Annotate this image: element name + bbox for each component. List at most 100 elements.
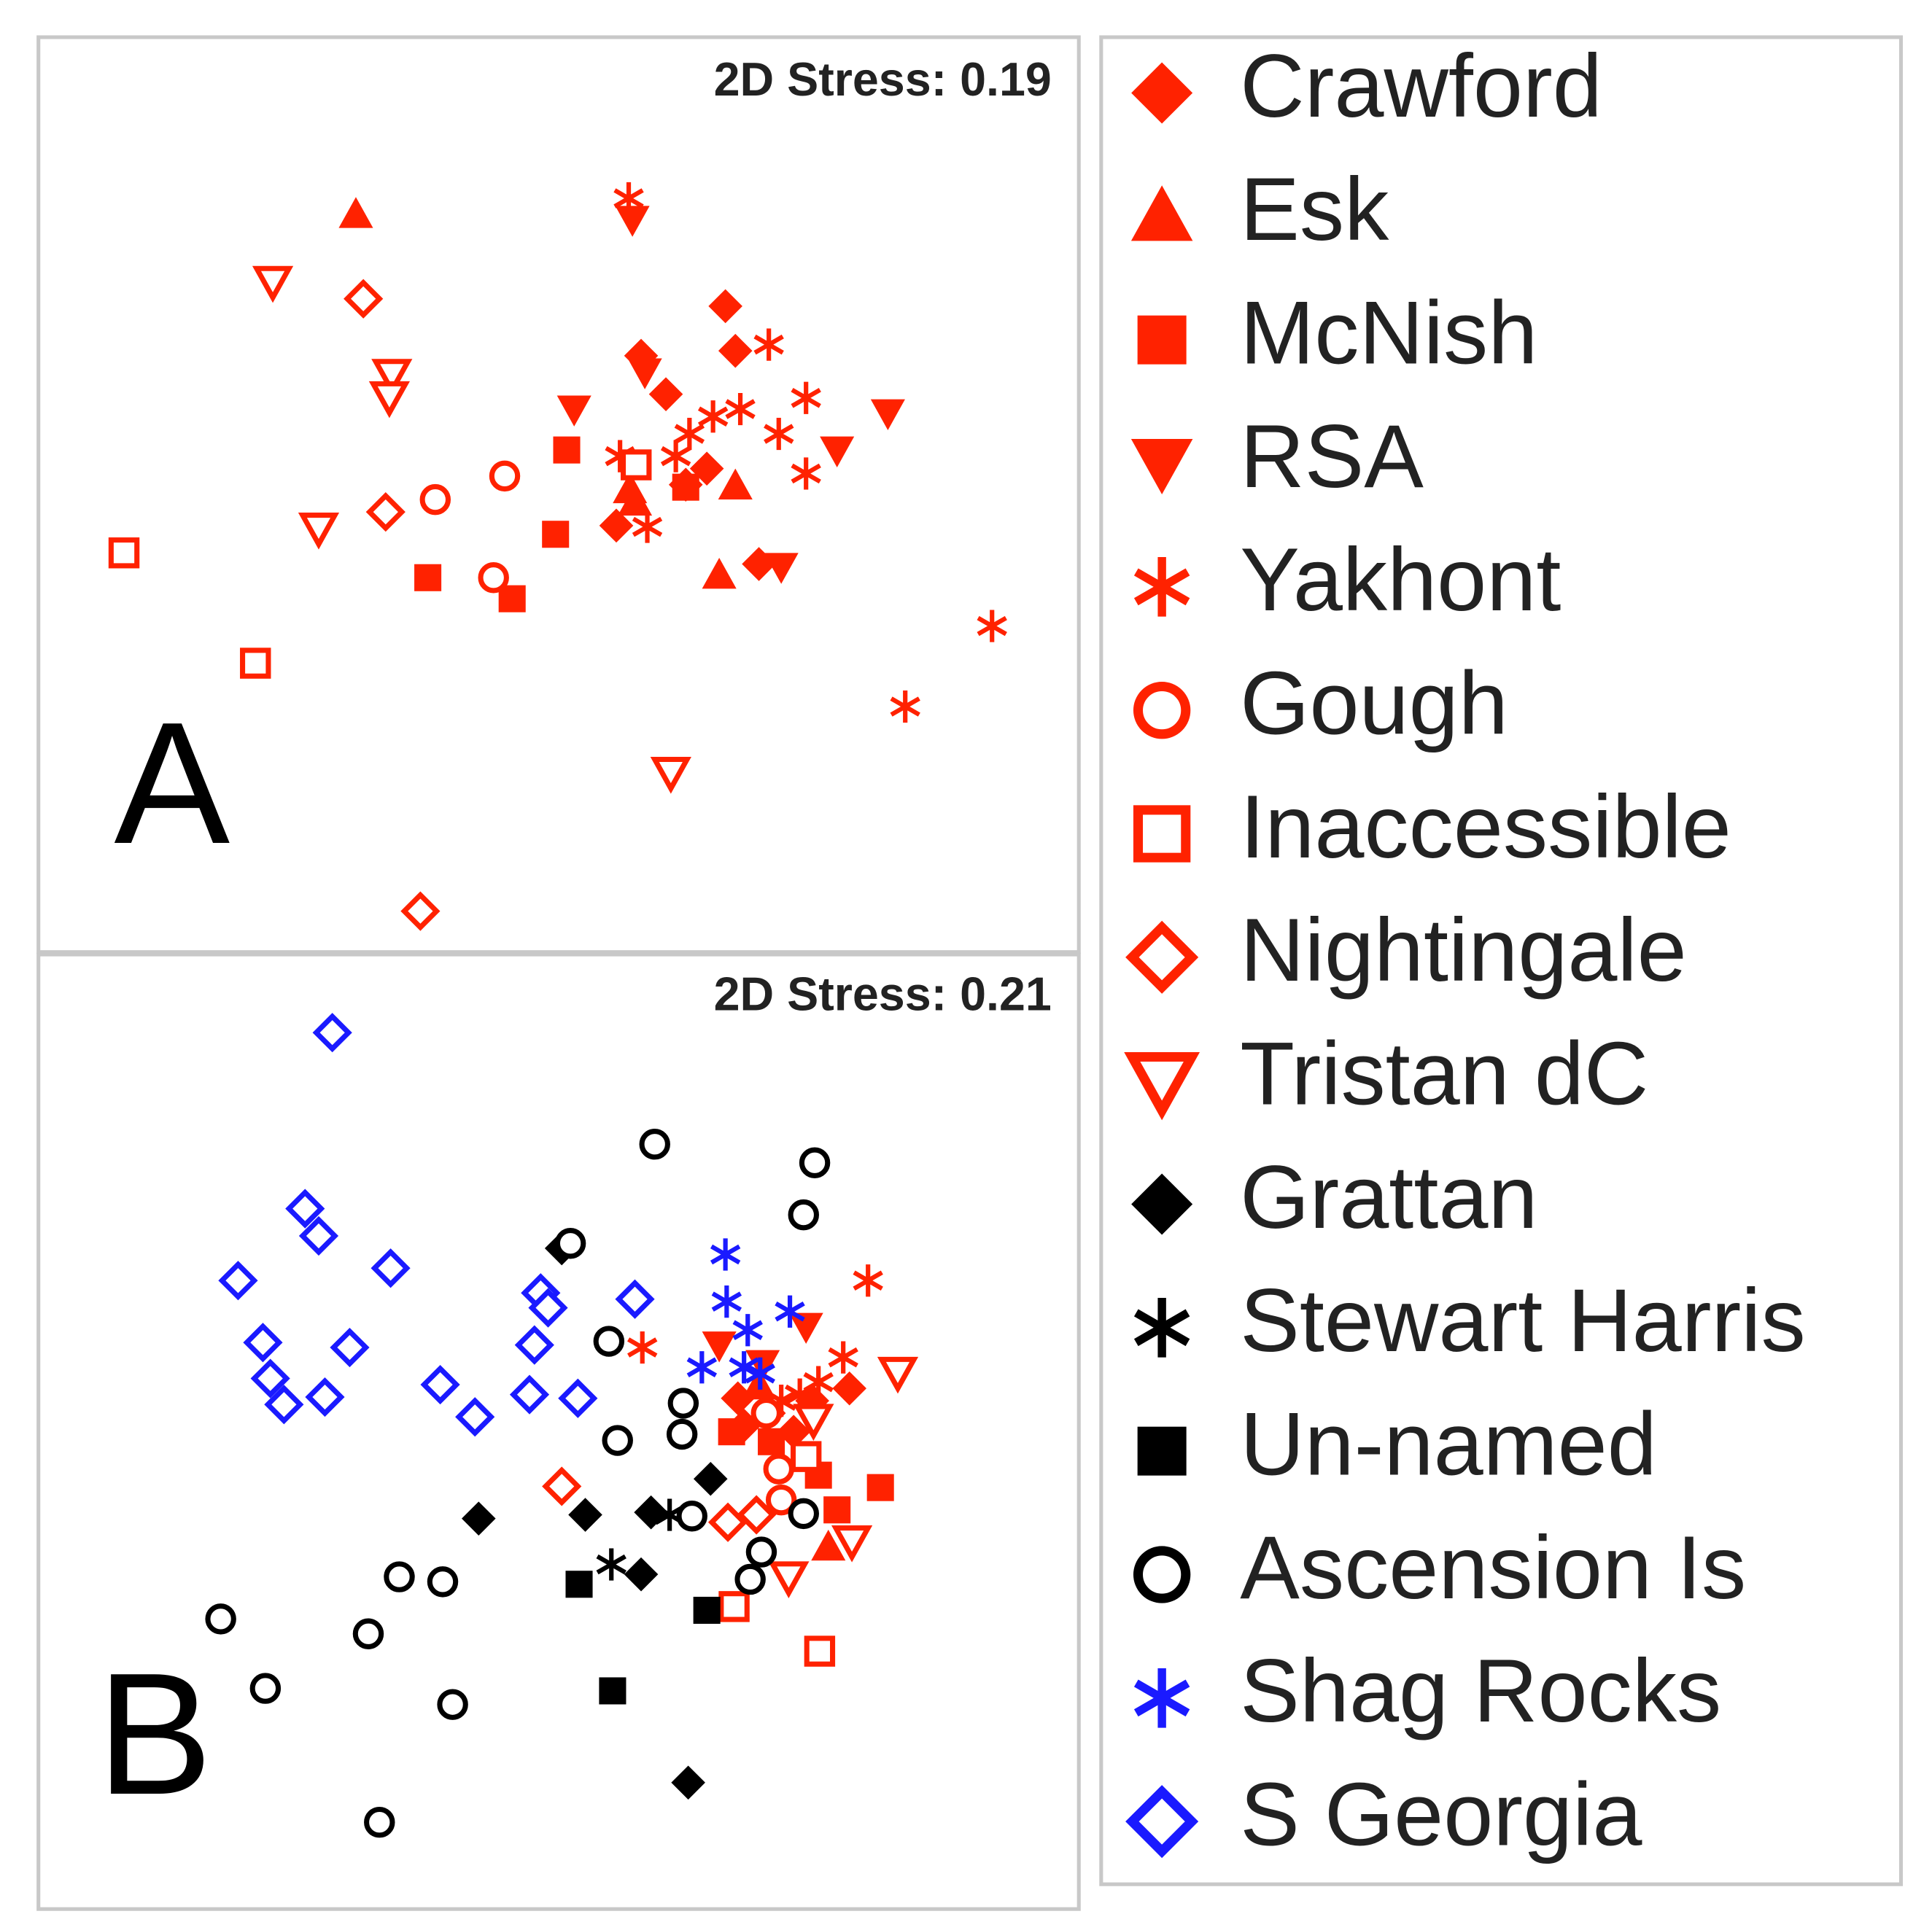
point xyxy=(344,279,384,319)
point xyxy=(249,1673,282,1704)
legend-label: Gough xyxy=(1240,653,1508,753)
point xyxy=(660,440,691,472)
point xyxy=(811,1529,846,1561)
point xyxy=(768,1561,810,1598)
legend-marker xyxy=(1131,1173,1193,1235)
point xyxy=(615,1279,655,1319)
point xyxy=(509,1374,550,1415)
point xyxy=(707,1502,748,1542)
point xyxy=(788,1498,819,1530)
point xyxy=(732,1314,763,1347)
point xyxy=(686,1351,718,1384)
point xyxy=(718,333,753,368)
point xyxy=(338,197,373,228)
legend-marker xyxy=(1133,1668,1190,1728)
legend-marker xyxy=(1131,62,1193,124)
point xyxy=(758,1428,785,1455)
point xyxy=(702,558,737,589)
point xyxy=(352,1618,384,1649)
point xyxy=(804,1635,836,1667)
point xyxy=(371,359,413,396)
legend-label: Yakhont xyxy=(1240,529,1561,629)
point xyxy=(528,1288,568,1328)
point xyxy=(568,1498,602,1532)
point xyxy=(556,395,591,427)
point xyxy=(832,1371,866,1406)
point xyxy=(890,690,920,723)
point xyxy=(419,483,451,516)
legend-label: Inaccessible xyxy=(1240,777,1731,876)
point xyxy=(205,1603,236,1635)
point xyxy=(764,553,799,584)
point xyxy=(877,1356,919,1394)
point xyxy=(498,585,526,612)
legend-marker xyxy=(1125,1785,1199,1859)
point xyxy=(298,1215,339,1256)
point xyxy=(710,1238,741,1271)
point xyxy=(693,1596,721,1624)
point xyxy=(666,1418,698,1450)
legend-label: S Georgia xyxy=(1240,1765,1642,1864)
point xyxy=(298,513,340,550)
point xyxy=(870,399,905,430)
point xyxy=(624,1557,659,1592)
panel-b-frame xyxy=(36,952,1081,1911)
point xyxy=(250,1358,290,1398)
point xyxy=(737,1495,777,1535)
point xyxy=(621,449,652,481)
point xyxy=(565,1571,593,1598)
point xyxy=(264,1385,304,1425)
point xyxy=(542,521,570,548)
point xyxy=(371,1248,411,1288)
point xyxy=(514,1325,554,1365)
point xyxy=(650,756,691,794)
point xyxy=(693,1461,728,1496)
legend-marker xyxy=(1137,315,1187,365)
point xyxy=(763,1453,794,1485)
legend-label: Un-named xyxy=(1240,1394,1657,1494)
legend-marker xyxy=(1130,185,1193,241)
point xyxy=(596,1548,626,1581)
legend-marker xyxy=(1133,1298,1190,1358)
legend-label: Crawford xyxy=(1240,36,1602,136)
point xyxy=(615,206,650,237)
point xyxy=(461,1501,496,1536)
point xyxy=(667,1388,699,1419)
legend-label: Ascension Is xyxy=(1240,1517,1746,1617)
point xyxy=(718,1418,745,1446)
legend-label: Stewart Harris xyxy=(1240,1270,1805,1370)
point xyxy=(632,510,663,543)
point xyxy=(753,328,784,361)
point xyxy=(489,460,521,492)
point xyxy=(765,1484,797,1516)
point xyxy=(558,1378,598,1418)
point xyxy=(312,1013,352,1053)
point xyxy=(793,1404,834,1442)
point xyxy=(674,417,705,451)
point xyxy=(455,1397,495,1437)
point xyxy=(364,1806,395,1838)
point xyxy=(702,1331,737,1363)
panel-label: A xyxy=(114,687,230,880)
point xyxy=(853,1264,883,1297)
point xyxy=(542,1466,582,1506)
point xyxy=(368,381,410,419)
point xyxy=(866,1474,894,1501)
point xyxy=(734,1563,766,1595)
point xyxy=(427,1566,459,1598)
point xyxy=(775,1295,805,1328)
point xyxy=(554,1228,586,1259)
legend-label: Tristan dC xyxy=(1240,1024,1648,1124)
legend-marker xyxy=(1133,805,1191,863)
point xyxy=(553,436,581,464)
point xyxy=(790,1441,822,1472)
point xyxy=(243,1323,283,1363)
point xyxy=(593,1326,625,1357)
point xyxy=(764,417,794,451)
legend-label: Nightingale xyxy=(1240,900,1686,1000)
point xyxy=(218,1261,258,1301)
point xyxy=(718,1591,750,1622)
legend-label: RSA xyxy=(1240,406,1424,506)
point xyxy=(365,492,406,532)
